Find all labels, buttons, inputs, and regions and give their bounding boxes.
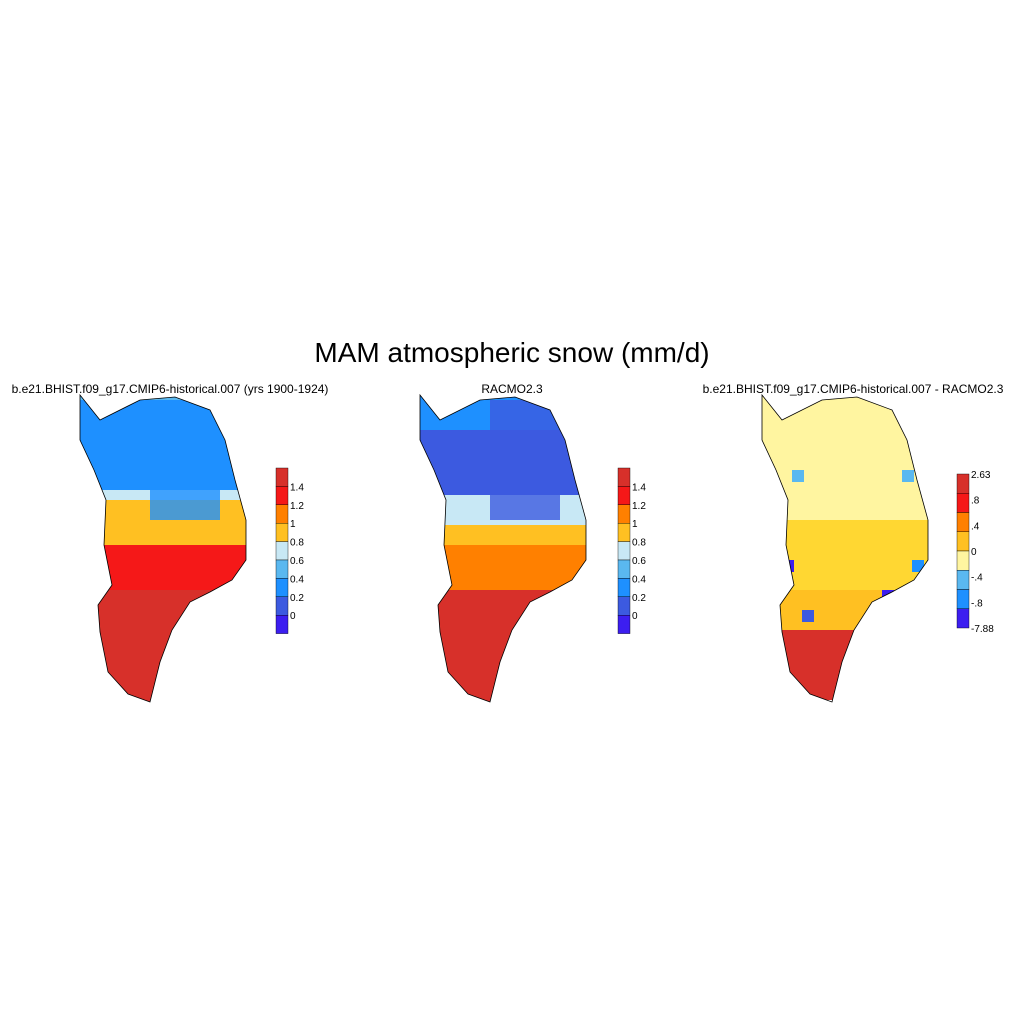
- map-panel: [761, 393, 929, 703]
- colorbar-box: [956, 531, 970, 552]
- colorbar-label: 0.4: [632, 574, 646, 585]
- colorbar-label: .8: [971, 496, 980, 507]
- panel-title: b.e21.BHIST.f09_g17.CMIP6-historical.007…: [703, 382, 1004, 396]
- colorbar-box: [956, 473, 970, 494]
- colorbar-box: [617, 596, 631, 616]
- colorbar-label: 0.2: [290, 593, 304, 604]
- colorbar-label: 1: [632, 519, 638, 530]
- colorbar-box: [275, 578, 289, 598]
- colorbar-box: [956, 550, 970, 571]
- coastline: [761, 393, 929, 703]
- colorbar-box: [956, 570, 970, 590]
- map-region: [490, 400, 560, 520]
- map-panel: [79, 393, 247, 703]
- colorbar-label: 0.6: [632, 556, 646, 567]
- colorbar-label: 1.4: [632, 482, 646, 493]
- colorbar-label: 0.8: [290, 538, 304, 549]
- map-region: [912, 560, 924, 572]
- map-fill: [762, 395, 928, 700]
- figure-title: MAM atmospheric snow (mm/d): [314, 337, 709, 368]
- map-fill: [420, 395, 586, 702]
- colorbar-box: [617, 486, 631, 505]
- colorbar-label: -.8: [971, 598, 983, 609]
- colorbar-box: [956, 512, 970, 532]
- colorbar-label: 1.2: [290, 501, 304, 512]
- colorbar-box: [617, 504, 631, 524]
- panel-title: RACMO2.3: [481, 382, 543, 396]
- colorbar-box: [956, 589, 970, 609]
- colorbar-label: .4: [971, 521, 980, 532]
- colorbar-box: [617, 578, 631, 598]
- coastline: [79, 393, 247, 703]
- colorbar-box: [956, 493, 970, 513]
- colorbar-box: [275, 596, 289, 616]
- map-region: [782, 560, 794, 572]
- colorbar-label: 0: [971, 547, 977, 558]
- map-region: [762, 520, 928, 590]
- maps: [79, 393, 929, 703]
- colorbar-box: [275, 486, 289, 505]
- map-region: [150, 400, 220, 520]
- colorbar-label: 0.2: [632, 593, 646, 604]
- colorbar-box: [275, 615, 289, 634]
- colorbar-box: [275, 504, 289, 524]
- map-region: [792, 470, 804, 482]
- colorbar-label: 0.6: [290, 556, 304, 567]
- map-fill: [80, 395, 246, 702]
- colorbar-label: 2.63: [971, 470, 991, 481]
- colorbar-label: 1.4: [290, 482, 304, 493]
- coastline: [419, 393, 587, 703]
- colorbar-box: [617, 559, 631, 579]
- colorbar-box: [956, 608, 970, 629]
- colorbar-label: 1: [290, 519, 296, 530]
- colorbar-box: [617, 523, 631, 542]
- map-region: [762, 630, 928, 700]
- colorbar-box: [617, 541, 631, 561]
- colorbar-label: 0.4: [290, 574, 304, 585]
- colorbars: 1.41.210.80.60.40.201.41.210.80.60.40.20…: [275, 467, 994, 635]
- colorbar-box: [275, 467, 289, 487]
- map-region: [902, 470, 914, 482]
- colorbar-label: 0: [290, 611, 296, 622]
- colorbar-box: [617, 615, 631, 634]
- map-region: [802, 610, 814, 622]
- colorbar-box: [275, 523, 289, 542]
- colorbar-label: 0: [632, 611, 638, 622]
- map-panel: [419, 393, 587, 703]
- colorbar-label: 1.2: [632, 501, 646, 512]
- colorbar-label: -7.88: [971, 624, 994, 635]
- colorbar-box: [275, 559, 289, 579]
- panel-title: b.e21.BHIST.f09_g17.CMIP6-historical.007…: [12, 382, 329, 396]
- colorbar-label: -.4: [971, 573, 983, 584]
- colorbar-label: 0.8: [632, 538, 646, 549]
- colorbar-box: [617, 467, 631, 487]
- colorbar-box: [275, 541, 289, 561]
